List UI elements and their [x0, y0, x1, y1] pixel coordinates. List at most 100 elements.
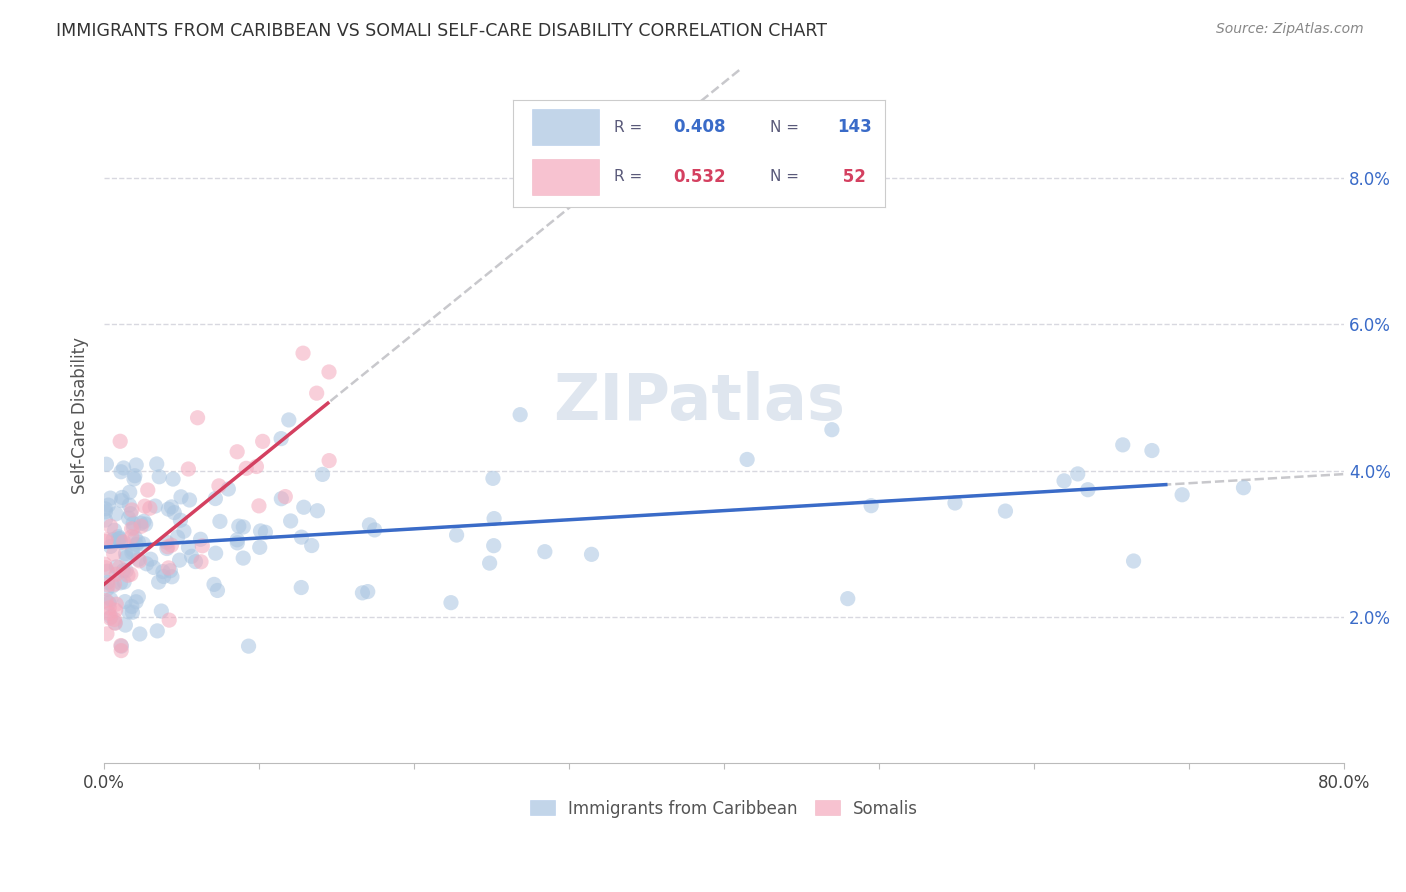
Point	[112, 564, 135, 578]
Y-axis label: Self-Care Disability: Self-Care Disability	[72, 337, 89, 494]
Point	[100, 519, 122, 533]
Point	[357, 584, 380, 599]
Point	[311, 467, 333, 482]
Point	[482, 539, 505, 553]
Point	[318, 365, 340, 379]
Point	[1067, 467, 1090, 481]
Point	[1077, 483, 1099, 497]
Point	[482, 511, 505, 525]
Point	[125, 595, 148, 609]
Point	[125, 458, 148, 472]
Point	[114, 618, 136, 632]
Point	[217, 482, 239, 496]
Point	[118, 498, 141, 512]
Point	[100, 609, 122, 624]
Point	[96, 457, 118, 471]
Point	[184, 555, 207, 569]
Point	[152, 565, 174, 579]
Point	[157, 613, 180, 627]
Point	[156, 541, 179, 556]
Point	[270, 432, 292, 446]
Point	[129, 519, 152, 533]
Point	[121, 599, 143, 614]
Point	[128, 627, 150, 641]
Point	[160, 538, 183, 552]
Point	[121, 530, 143, 544]
Point	[100, 491, 122, 505]
Point	[118, 485, 141, 500]
Point	[249, 541, 271, 555]
Point	[150, 604, 173, 618]
Point	[292, 346, 315, 360]
Point	[97, 498, 120, 512]
Text: Source: ZipAtlas.com: Source: ZipAtlas.com	[1216, 22, 1364, 37]
Point	[103, 523, 125, 537]
Point	[135, 517, 157, 532]
Point	[270, 491, 292, 506]
Point	[837, 591, 859, 606]
Point	[103, 577, 125, 591]
Point	[93, 558, 115, 572]
Point	[96, 564, 118, 578]
Point	[179, 493, 201, 508]
Point	[228, 519, 250, 533]
Point	[1053, 474, 1076, 488]
Point	[152, 569, 174, 583]
Point	[177, 462, 200, 476]
Point	[112, 574, 135, 589]
Point	[105, 597, 128, 611]
Point	[125, 537, 148, 551]
Point	[117, 511, 139, 525]
Point	[121, 605, 143, 619]
Point	[163, 506, 186, 520]
Point	[127, 590, 149, 604]
Point	[110, 643, 132, 657]
Point	[581, 547, 603, 561]
Point	[190, 533, 212, 547]
Point	[121, 522, 143, 536]
Point	[139, 552, 162, 566]
Point	[860, 499, 883, 513]
Point	[120, 507, 142, 521]
Point	[108, 532, 131, 546]
Point	[238, 639, 260, 653]
Point	[249, 524, 271, 538]
Point	[112, 461, 135, 475]
Point	[943, 496, 966, 510]
Point	[202, 577, 225, 591]
Point	[157, 561, 180, 575]
Point	[121, 543, 143, 558]
Point	[142, 560, 165, 574]
Point	[204, 546, 226, 560]
Point	[1171, 488, 1194, 502]
Point	[97, 578, 120, 592]
Point	[132, 514, 155, 528]
Point	[124, 468, 146, 483]
Point	[735, 452, 758, 467]
Point	[122, 516, 145, 531]
Point	[100, 592, 122, 607]
Point	[232, 551, 254, 566]
Point	[318, 453, 340, 467]
Point	[305, 386, 328, 401]
Point	[118, 605, 141, 619]
Point	[105, 560, 128, 574]
Point	[94, 560, 117, 574]
Point	[352, 586, 374, 600]
Point	[232, 520, 254, 534]
Point	[190, 555, 212, 569]
Point	[117, 568, 139, 582]
Point	[1122, 554, 1144, 568]
Point	[114, 594, 136, 608]
Point	[208, 515, 231, 529]
Point	[1112, 438, 1135, 452]
Point	[114, 547, 136, 561]
Point	[100, 540, 122, 554]
Point	[108, 560, 131, 574]
Point	[148, 575, 170, 590]
Point	[112, 535, 135, 549]
Point	[290, 581, 312, 595]
Text: ZIPatlas: ZIPatlas	[553, 371, 845, 433]
Point	[440, 596, 463, 610]
Point	[226, 536, 249, 550]
